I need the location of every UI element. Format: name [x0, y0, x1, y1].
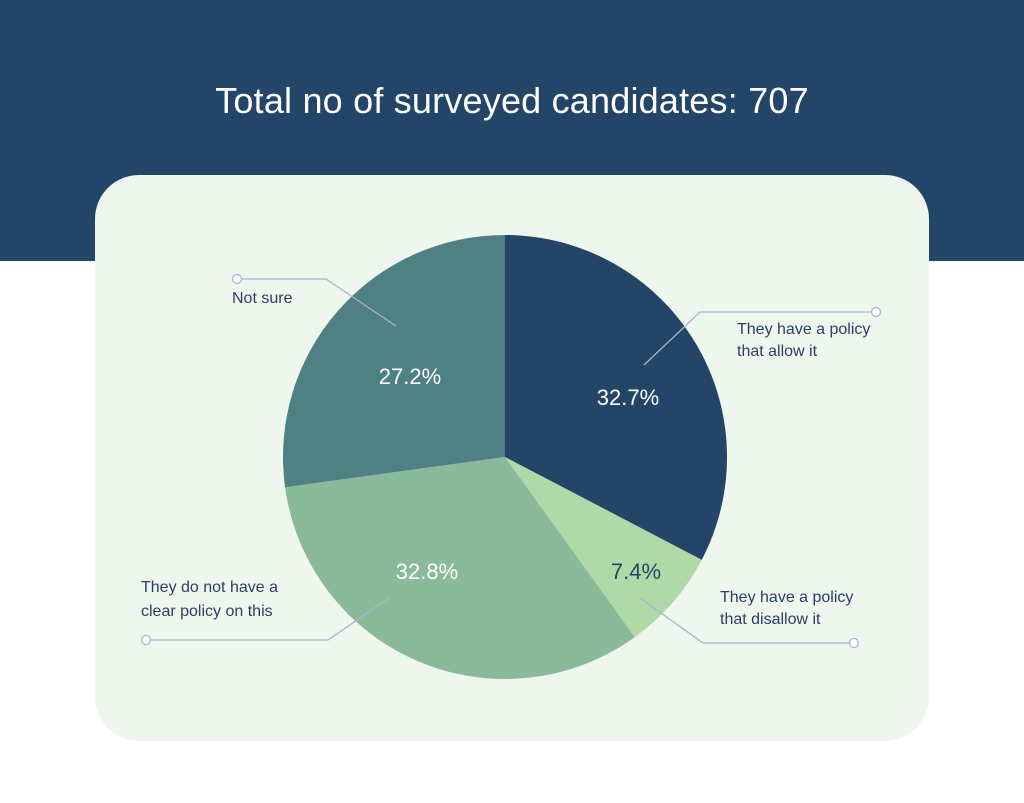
- category-label-they-have-a-policy-that-disallow-it: They have a policy that disallow it: [720, 589, 853, 628]
- leader-line-not-sure: [237, 278, 397, 327]
- leader-lines: [140, 273, 882, 649]
- data-label-they-have-a-policy-that-disallow-it: 7.4%: [611, 559, 661, 584]
- leader-line-they-do-not-have-a-clear-policy-on-this: [146, 597, 390, 641]
- category-label-they-do-not-have-a-clear-policy-on-this: They do not have a clear policy on this: [141, 579, 278, 620]
- pie-slice-they-do-not-have-a-clear-policy-on-this: [285, 457, 635, 679]
- pie-slice-not-sure: [283, 235, 505, 488]
- pie-labels: 32.7% They have a policy that allow it 7.4%…: [141, 290, 870, 628]
- leader-line-they-have-a-policy-that-disallow-it: [639, 597, 854, 644]
- page-title: Total no of surveyed candidates: 707: [215, 80, 809, 121]
- pie-slices: [283, 235, 727, 679]
- leader-dot-they-do-not-have-a-clear-policy-on-this: [140, 634, 152, 646]
- leader-dot-they-have-a-policy-that-allow-it: [870, 306, 882, 318]
- data-label-they-do-not-have-a-clear-policy-on-this: 32.8%: [396, 559, 458, 584]
- leader-dot-they-have-a-policy-that-disallow-it: [848, 637, 860, 649]
- leader-line-they-have-a-policy-that-allow-it: [643, 311, 876, 366]
- data-label-they-have-a-policy-that-allow-it: 32.7%: [597, 385, 659, 410]
- pie-slice-they-have-a-policy-that-disallow-it: [505, 457, 702, 638]
- data-label-not-sure: 27.2%: [379, 364, 441, 389]
- category-label-not-sure: Not sure: [232, 290, 293, 307]
- leader-dot-not-sure: [231, 273, 243, 285]
- pie-slice-they-have-a-policy-that-allow-it: [505, 235, 727, 560]
- category-label-they-have-a-policy-that-allow-it: They have a policy that allow it: [737, 321, 870, 360]
